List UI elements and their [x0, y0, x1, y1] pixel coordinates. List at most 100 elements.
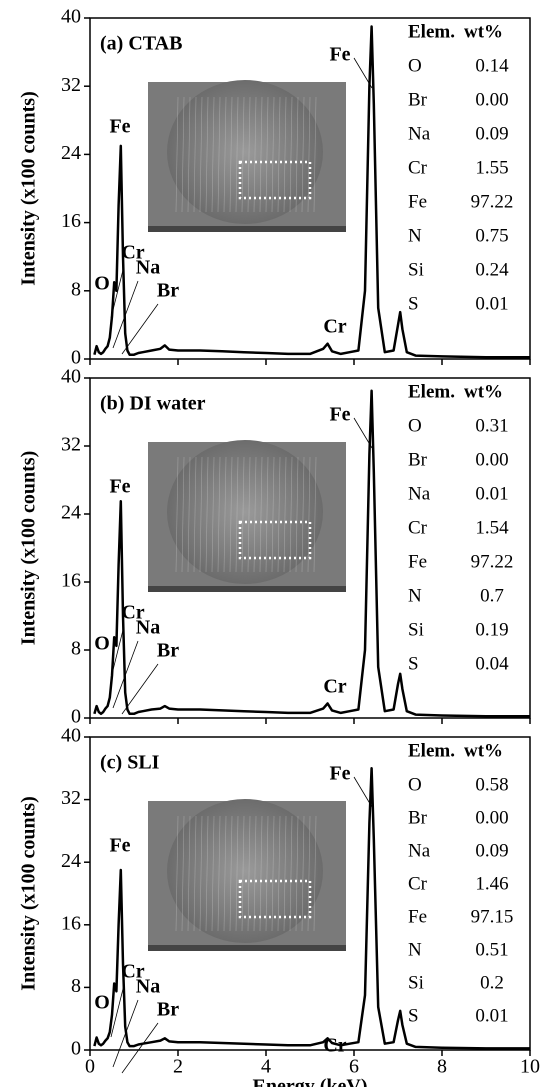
table-value: 0.58 — [475, 774, 508, 795]
x-tick-label: 4 — [261, 1056, 271, 1078]
peak-label: Fe — [109, 835, 130, 857]
figure: 0816243240Intensity (x100 counts)(a) CTA… — [0, 0, 554, 1087]
table-value: 0.00 — [475, 89, 508, 110]
sem-sample — [167, 799, 323, 943]
peak-label: Na — [136, 976, 160, 998]
y-tick-label: 24 — [61, 850, 81, 872]
table-value: 0.7 — [480, 585, 504, 606]
y-tick-label: 40 — [61, 366, 81, 388]
table-element: Cr — [408, 873, 428, 894]
panel-title: (a) CTAB — [100, 33, 182, 55]
y-tick-label: 8 — [71, 638, 81, 660]
table-element: Br — [408, 807, 428, 828]
table-element: Fe — [408, 906, 427, 927]
table-element: Na — [408, 483, 431, 504]
table-element: Si — [408, 619, 424, 640]
table-element: Na — [408, 123, 431, 144]
table-value: 97.15 — [471, 906, 514, 927]
y-tick-label: 8 — [71, 278, 81, 300]
sem-infobar — [148, 945, 346, 951]
y-tick-label: 8 — [71, 975, 81, 997]
y-tick-label: 0 — [71, 1038, 81, 1060]
table-element: Br — [408, 89, 428, 110]
y-tick-label: 24 — [61, 142, 81, 164]
peak-label: O — [94, 273, 110, 295]
table-header: Elem. — [408, 21, 455, 42]
table-value: 0.75 — [475, 225, 508, 246]
table-value: 97.22 — [471, 191, 514, 212]
table-element: Si — [408, 972, 424, 993]
y-axis-label: Intensity (x100 counts) — [18, 451, 40, 645]
table-element: Br — [408, 449, 428, 470]
table-element: Si — [408, 259, 424, 280]
table-element: Fe — [408, 191, 427, 212]
y-axis-label: Intensity (x100 counts) — [18, 796, 40, 990]
peak-label: O — [94, 633, 110, 655]
peak-label: Fe — [329, 404, 350, 426]
sem-infobar — [148, 226, 346, 232]
table-value: 97.22 — [471, 551, 514, 572]
table-element: O — [408, 55, 422, 76]
panel-title: (c) SLI — [100, 752, 160, 774]
y-tick-label: 40 — [61, 6, 81, 28]
peak-label: Fe — [109, 476, 130, 498]
table-value: 1.54 — [475, 517, 509, 538]
y-tick-label: 24 — [61, 502, 81, 524]
peak-label: Br — [157, 280, 179, 302]
table-element: Fe — [408, 551, 427, 572]
table-value: 0.19 — [475, 619, 508, 640]
table-value: 0.01 — [475, 1005, 508, 1026]
table-value: 0.01 — [475, 483, 508, 504]
sem-sample — [167, 440, 323, 584]
x-tick-label: 2 — [173, 1056, 183, 1078]
x-tick-label: 8 — [437, 1056, 447, 1078]
table-value: 0.01 — [475, 293, 508, 314]
table-value: 0.51 — [475, 939, 508, 960]
table-element: S — [408, 293, 419, 314]
peak-label: O — [94, 992, 110, 1014]
y-tick-label: 32 — [61, 434, 81, 456]
table-value: 0.00 — [475, 449, 508, 470]
y-tick-label: 32 — [61, 74, 81, 96]
panel-title: (b) DI water — [100, 393, 206, 415]
x-tick-label: 10 — [520, 1056, 540, 1078]
y-tick-label: 32 — [61, 787, 81, 809]
y-tick-label: 16 — [61, 912, 81, 934]
peak-leader — [122, 304, 158, 354]
peak-label: Cr — [323, 676, 346, 698]
x-axis-label: Energy (keV) — [253, 1076, 368, 1087]
table-element: Na — [408, 840, 431, 861]
table-header: Elem. — [408, 740, 455, 761]
peak-label: Cr — [323, 1035, 346, 1057]
peak-label: Fe — [329, 44, 350, 66]
table-element: N — [408, 939, 422, 960]
peak-leader — [122, 664, 158, 714]
table-value: 0.2 — [480, 972, 504, 993]
table-element: S — [408, 1005, 419, 1026]
table-element: Cr — [408, 517, 428, 538]
table-element: S — [408, 653, 419, 674]
table-value: 0.09 — [475, 123, 508, 144]
table-value: 0.31 — [475, 415, 508, 436]
table-element: O — [408, 774, 422, 795]
sem-sample — [167, 80, 323, 224]
table-element: O — [408, 415, 422, 436]
table-value: 0.00 — [475, 807, 508, 828]
table-value: 0.24 — [475, 259, 509, 280]
table-header: Elem. — [408, 381, 455, 402]
peak-leader — [122, 1023, 158, 1073]
peak-label: Fe — [109, 116, 130, 138]
table-header: wt% — [464, 21, 503, 42]
sem-infobar — [148, 586, 346, 592]
table-element: N — [408, 585, 422, 606]
table-value: 0.14 — [475, 55, 509, 76]
table-header: wt% — [464, 381, 503, 402]
peak-label: Br — [157, 999, 179, 1021]
peak-label: Cr — [323, 316, 346, 338]
x-tick-label: 0 — [85, 1056, 95, 1078]
table-value: 0.09 — [475, 840, 508, 861]
y-tick-label: 16 — [61, 210, 81, 232]
peak-label: Fe — [329, 763, 350, 785]
peak-label: Br — [157, 640, 179, 662]
x-tick-label: 6 — [349, 1056, 359, 1078]
